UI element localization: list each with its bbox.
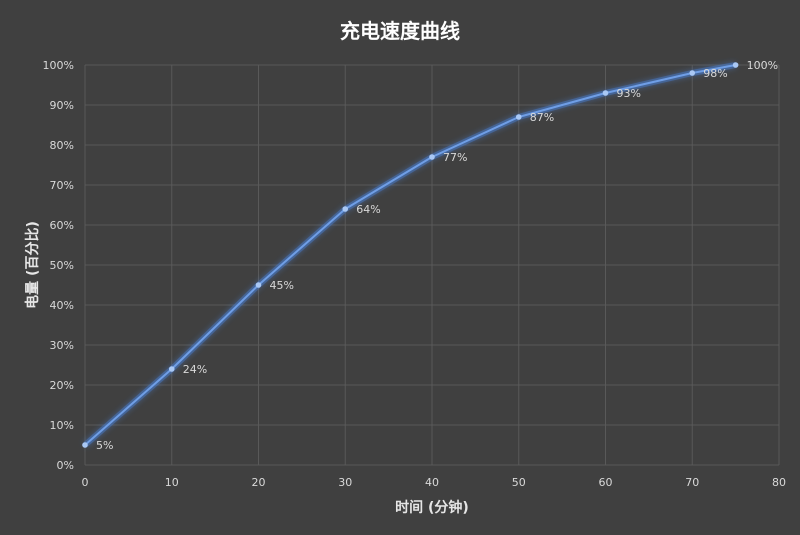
gridlines bbox=[84, 64, 780, 466]
series-line bbox=[84, 64, 736, 446]
y-tick-label: 40% bbox=[50, 299, 74, 312]
data-point bbox=[429, 154, 435, 160]
data-point bbox=[82, 442, 88, 448]
data-point bbox=[168, 366, 175, 372]
data-label: 100% bbox=[747, 59, 778, 72]
series-line-glow bbox=[83, 62, 737, 448]
chart-title: 充电速度曲线 bbox=[340, 19, 460, 43]
data-label: 24% bbox=[183, 363, 207, 376]
data-label: 87% bbox=[530, 111, 554, 124]
data-label: 64% bbox=[356, 203, 380, 216]
x-tick-label: 30 bbox=[338, 476, 352, 489]
x-tick-label: 40 bbox=[425, 476, 439, 489]
y-tick-label: 30% bbox=[50, 339, 74, 352]
y-tick-label: 70% bbox=[50, 179, 74, 192]
x-tick-label: 10 bbox=[165, 476, 179, 489]
data-point bbox=[602, 90, 609, 96]
data-label: 45% bbox=[270, 279, 294, 292]
data-label: 98% bbox=[703, 67, 727, 80]
y-tick-label: 0% bbox=[57, 459, 74, 472]
data-point bbox=[689, 70, 696, 76]
y-tick-label: 90% bbox=[50, 99, 74, 112]
series-battery: 5% 24% 45% 64% 77% 87% 93% 98% 100% bbox=[82, 59, 778, 452]
y-axis-title: 电量 (百分比) bbox=[24, 221, 41, 309]
x-tick-label: 80 bbox=[772, 476, 786, 489]
x-axis-title: 时间 (分钟) bbox=[395, 499, 469, 516]
data-point bbox=[515, 114, 522, 120]
x-tick-label: 20 bbox=[252, 476, 266, 489]
x-tick-label: 70 bbox=[685, 476, 699, 489]
y-tick-label: 80% bbox=[50, 139, 74, 152]
y-axis-ticks: 0% 10% 20% 30% 40% 50% 60% 70% 80% 90% 100% bbox=[43, 59, 74, 472]
data-point bbox=[732, 62, 739, 68]
y-tick-label: 10% bbox=[50, 419, 74, 432]
y-tick-label: 50% bbox=[50, 259, 74, 272]
data-label: 93% bbox=[617, 87, 641, 100]
data-label: 77% bbox=[443, 151, 467, 164]
y-tick-label: 100% bbox=[43, 59, 74, 72]
x-tick-label: 50 bbox=[512, 476, 526, 489]
x-tick-label: 60 bbox=[599, 476, 613, 489]
y-tick-label: 20% bbox=[50, 379, 74, 392]
data-point bbox=[342, 206, 349, 212]
y-tick-label: 60% bbox=[50, 219, 74, 232]
data-point bbox=[255, 282, 262, 288]
x-tick-label: 0 bbox=[82, 476, 89, 489]
data-label: 5% bbox=[96, 439, 113, 452]
x-axis-ticks: 0 10 20 30 40 50 60 70 80 bbox=[82, 476, 787, 489]
